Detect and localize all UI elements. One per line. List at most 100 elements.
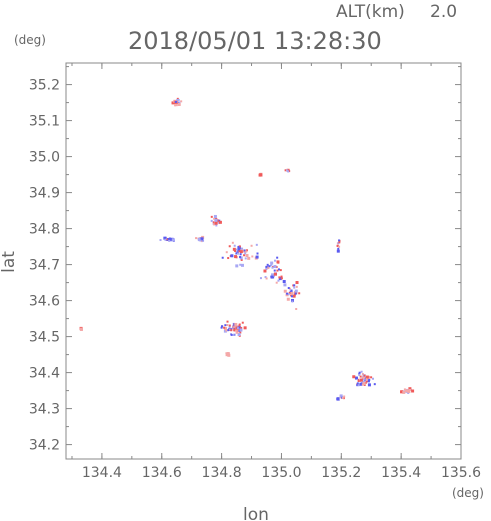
lightning-point	[213, 217, 216, 220]
lightning-point	[239, 256, 243, 260]
lightning-point	[266, 263, 269, 266]
data-points	[79, 97, 415, 401]
lightning-point	[238, 329, 241, 332]
lightning-point	[256, 252, 259, 255]
lightning-point	[293, 286, 296, 289]
lightning-point	[180, 100, 183, 103]
lightning-point	[277, 279, 280, 282]
lightning-point	[239, 263, 242, 266]
lightning-point	[356, 382, 359, 385]
x-tick-label: 135.4	[381, 465, 421, 481]
lightning-point	[230, 333, 233, 336]
lightning-point	[214, 218, 218, 222]
lightning-point	[251, 255, 254, 258]
lightning-point	[244, 257, 247, 260]
lightning-point	[283, 283, 287, 287]
y-tick-label: 34.5	[29, 330, 60, 346]
lightning-point	[224, 326, 228, 330]
lightning-point	[220, 326, 223, 329]
lightning-point	[232, 333, 235, 336]
lightning-point	[294, 289, 298, 293]
y-axis-title: lat	[0, 251, 19, 273]
lightning-point	[239, 328, 243, 332]
lightning-point	[168, 237, 171, 240]
lightning-point	[293, 284, 296, 287]
lightning-point	[250, 244, 253, 247]
lightning-point	[234, 255, 238, 259]
lightning-point	[235, 248, 238, 251]
lightning-point	[352, 375, 356, 379]
lightning-point	[338, 239, 341, 242]
lightning-point	[291, 300, 294, 303]
lightning-point	[359, 375, 362, 378]
lightning-point	[358, 371, 361, 374]
timestamp: 2018/05/01 13:28:30	[128, 27, 382, 55]
lightning-point	[338, 241, 341, 244]
lightning-point	[280, 277, 283, 280]
lightning-point	[405, 389, 409, 393]
lightning-point	[295, 308, 298, 311]
lightning-point	[169, 237, 173, 241]
lightning-point	[362, 376, 365, 379]
x-tick-label: 135.6	[441, 465, 481, 481]
lightning-point	[290, 289, 293, 292]
x-tick-label: 134.4	[82, 465, 122, 481]
lightning-point	[247, 256, 251, 260]
lightning-point	[294, 292, 297, 295]
lightning-point	[277, 268, 280, 271]
y-tick-label: 34.6	[29, 294, 60, 310]
axis-ticks: 134.4 134.6 134.8 135.0 135.2 135.4 135.6 34.2 3…	[29, 63, 481, 481]
lightning-point	[275, 266, 278, 269]
lightning-point	[240, 258, 243, 261]
lightning-point	[278, 277, 282, 281]
lightning-point	[273, 272, 277, 276]
lightning-point	[174, 104, 177, 107]
lightning-point	[275, 281, 278, 284]
lightning-point	[168, 239, 171, 242]
lightning-point	[236, 251, 239, 254]
lightning-point	[265, 267, 268, 270]
lightning-point	[233, 244, 236, 247]
lightning-point	[270, 261, 274, 265]
lightning-point	[245, 250, 248, 253]
lightning-point	[200, 237, 204, 241]
lightning-point	[228, 328, 231, 331]
x-axis-title: lon	[243, 505, 269, 521]
lightning-point	[267, 266, 270, 269]
lightning-point	[177, 98, 180, 101]
lightning-point	[159, 239, 162, 242]
lightning-point	[403, 388, 406, 391]
y-tick-label: 35.2	[29, 78, 60, 94]
lightning-point	[165, 238, 168, 241]
lightning-point	[276, 269, 279, 272]
lightning-point	[240, 248, 243, 251]
lightning-point	[240, 263, 244, 267]
lightning-point	[197, 237, 201, 241]
lightning-point	[214, 221, 218, 225]
lightning-point	[367, 383, 371, 387]
y-tick-label: 34.3	[29, 402, 60, 418]
lightning-point	[294, 291, 298, 295]
lightning-point	[273, 265, 277, 269]
lightning-point	[226, 324, 229, 327]
lightning-point	[224, 324, 227, 327]
lightning-point	[362, 381, 366, 385]
lightning-point	[238, 326, 241, 329]
lightning-point	[243, 249, 246, 252]
lightning-point	[234, 322, 238, 326]
lightning-point	[238, 250, 241, 253]
lightning-point	[234, 249, 237, 252]
lightning-point	[229, 328, 232, 331]
lightning-point	[244, 252, 247, 255]
lightning-point	[233, 328, 236, 331]
lightning-point	[228, 326, 231, 329]
lightning-point	[218, 219, 221, 222]
lightning-point	[288, 291, 291, 294]
lightning-point	[363, 380, 366, 383]
lightning-point	[295, 281, 299, 285]
lightning-point	[276, 256, 279, 259]
lightning-point	[210, 215, 213, 218]
lightning-point	[226, 352, 230, 356]
lightning-point	[336, 244, 339, 247]
lightning-point	[164, 238, 167, 241]
